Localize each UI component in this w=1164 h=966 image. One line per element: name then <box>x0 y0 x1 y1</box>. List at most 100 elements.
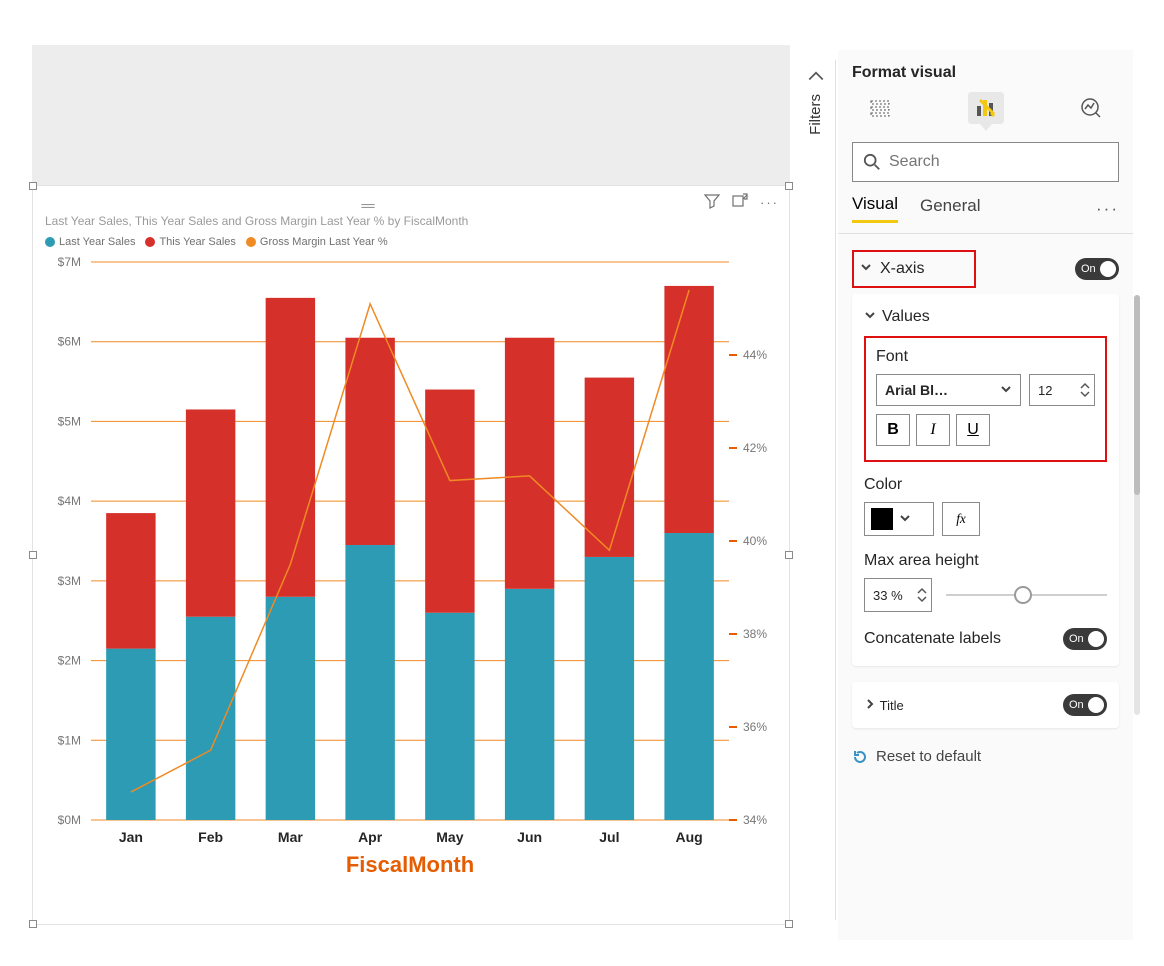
svg-text:$5M: $5M <box>58 414 81 428</box>
section-x-axis[interactable]: X-axis <box>852 250 976 288</box>
svg-text:$3M: $3M <box>58 574 81 588</box>
svg-text:Feb: Feb <box>198 829 223 845</box>
scrollbar-thumb[interactable] <box>1134 295 1140 495</box>
svg-text:Mar: Mar <box>278 829 303 845</box>
filter-icon[interactable] <box>704 193 720 212</box>
chevron-down-icon <box>864 308 876 326</box>
svg-text:Apr: Apr <box>358 829 383 845</box>
subtab-general[interactable]: General <box>920 196 980 222</box>
format-subtabs: Visual General ··· <box>852 194 1119 227</box>
font-size-input[interactable]: 12 <box>1029 374 1095 406</box>
color-swatch <box>871 508 893 530</box>
chevron-down-icon <box>860 260 874 278</box>
max-height-unit: % <box>891 588 903 603</box>
subtab-more-icon[interactable]: ··· <box>1096 199 1119 219</box>
values-card: Values Font Arial Bl… 12 B I <box>852 294 1119 666</box>
font-label: Font <box>876 348 1095 366</box>
svg-text:36%: 36% <box>743 720 767 734</box>
max-height-value: 33 <box>873 588 887 603</box>
legend-item: Last Year Sales <box>45 236 135 248</box>
color-picker[interactable] <box>864 502 934 536</box>
reset-icon <box>852 749 868 765</box>
scrollbar[interactable] <box>1134 295 1140 715</box>
canvas-background <box>32 45 790 185</box>
expand-icon[interactable] <box>807 66 825 84</box>
max-height-label: Max area height <box>864 552 1107 570</box>
font-family-select[interactable]: Arial Bl… <box>876 374 1021 406</box>
svg-text:FiscalMonth: FiscalMonth <box>346 852 474 877</box>
max-height-slider[interactable] <box>946 578 1107 612</box>
chevron-down-icon <box>1000 382 1012 398</box>
svg-text:$6M: $6M <box>58 335 81 349</box>
x-axis-label: X-axis <box>880 260 924 277</box>
format-pane: Format visual Visual General ··· X-axis … <box>838 50 1133 940</box>
chart-visual[interactable]: ··· Last Year Sales, This Year Sales and… <box>32 185 790 925</box>
tab-format-visual[interactable] <box>968 92 1004 124</box>
svg-text:$7M: $7M <box>58 255 81 269</box>
visual-header: ··· <box>33 186 789 212</box>
resize-handle[interactable] <box>29 551 37 559</box>
spin-down-icon[interactable] <box>1080 390 1090 398</box>
tab-add-data[interactable] <box>862 92 898 124</box>
format-mode-tabs <box>852 92 1119 132</box>
underline-button[interactable]: U <box>956 414 990 446</box>
subtab-visual[interactable]: Visual <box>852 194 898 223</box>
spin-up-icon[interactable] <box>917 587 927 595</box>
reset-to-default[interactable]: Reset to default <box>852 748 1119 765</box>
svg-text:May: May <box>436 829 463 845</box>
pane-title: Format visual <box>852 64 1119 82</box>
more-options-icon[interactable]: ··· <box>760 195 779 210</box>
filters-pane-collapsed[interactable]: Filters <box>796 60 836 920</box>
section-values[interactable]: Values <box>864 308 1107 326</box>
italic-button[interactable]: I <box>916 414 950 446</box>
concatenate-label: Concatenate labels <box>864 630 1001 648</box>
svg-text:44%: 44% <box>743 348 767 362</box>
slider-thumb[interactable] <box>1014 586 1032 604</box>
color-label: Color <box>864 476 1107 494</box>
filters-label: Filters <box>807 94 824 135</box>
chart-title: Last Year Sales, This Year Sales and Gro… <box>33 212 789 228</box>
drag-handle-icon[interactable] <box>356 198 380 206</box>
svg-text:$2M: $2M <box>58 654 81 668</box>
svg-text:$1M: $1M <box>58 733 81 747</box>
svg-text:34%: 34% <box>743 813 767 827</box>
title-toggle[interactable]: On <box>1063 694 1107 716</box>
fx-button[interactable]: fx <box>942 502 980 536</box>
resize-handle[interactable] <box>785 920 793 928</box>
svg-text:Jul: Jul <box>599 829 619 845</box>
svg-text:38%: 38% <box>743 627 767 641</box>
svg-text:Jun: Jun <box>517 829 542 845</box>
font-size-value: 12 <box>1038 383 1052 398</box>
bold-button[interactable]: B <box>876 414 910 446</box>
svg-text:$4M: $4M <box>58 494 81 508</box>
concatenate-toggle[interactable]: On <box>1063 628 1107 650</box>
spin-up-icon[interactable] <box>1080 382 1090 390</box>
resize-handle[interactable] <box>29 182 37 190</box>
svg-text:$0M: $0M <box>58 813 81 827</box>
legend-item: This Year Sales <box>145 236 235 248</box>
search-icon <box>863 153 881 171</box>
focus-mode-icon[interactable] <box>732 193 748 212</box>
values-label: Values <box>882 308 930 326</box>
svg-text:Jan: Jan <box>119 829 143 845</box>
report-canvas: ··· Last Year Sales, This Year Sales and… <box>32 45 790 925</box>
svg-text:42%: 42% <box>743 441 767 455</box>
search-input[interactable] <box>889 153 1108 171</box>
x-axis-toggle[interactable]: On <box>1075 258 1119 280</box>
chart-legend: Last Year Sales This Year Sales Gross Marg… <box>33 228 789 252</box>
divider <box>838 233 1133 234</box>
resize-handle[interactable] <box>785 551 793 559</box>
search-box[interactable] <box>852 142 1119 182</box>
section-title[interactable]: Title On <box>852 682 1119 728</box>
chevron-right-icon <box>864 698 876 713</box>
max-height-input[interactable]: 33 % <box>864 578 932 612</box>
resize-handle[interactable] <box>785 182 793 190</box>
spin-down-icon[interactable] <box>917 595 927 603</box>
font-block: Font Arial Bl… 12 B I U <box>864 336 1107 462</box>
tab-analytics[interactable] <box>1073 92 1109 124</box>
svg-text:40%: 40% <box>743 534 767 548</box>
legend-item: Gross Margin Last Year % <box>246 236 388 248</box>
resize-handle[interactable] <box>29 920 37 928</box>
font-family-value: Arial Bl… <box>885 382 948 398</box>
svg-text:Aug: Aug <box>676 829 703 845</box>
